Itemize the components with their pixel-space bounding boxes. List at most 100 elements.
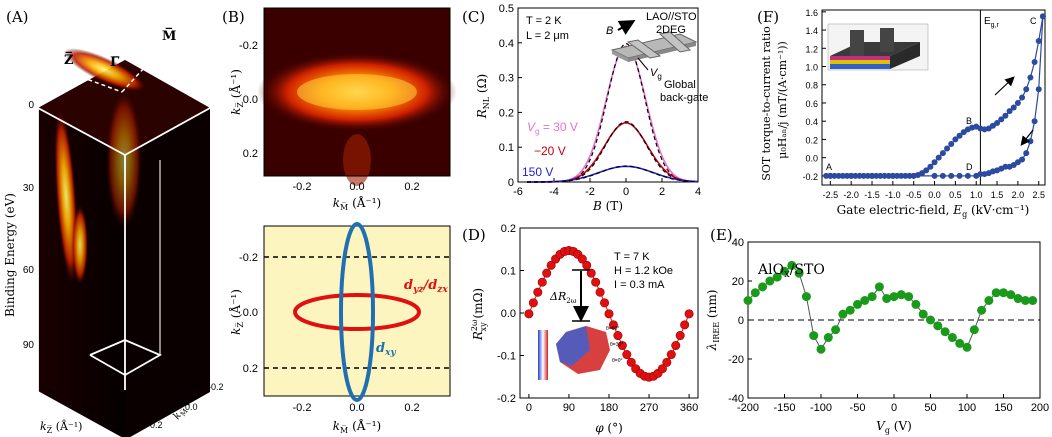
- x-tick-label: 0: [526, 402, 532, 414]
- data-point: [595, 287, 605, 297]
- c-device-inset: B Vg LAO//STO 2DEG Global back-gate: [606, 11, 708, 104]
- d-xlabel: φ (°): [595, 421, 623, 435]
- data-point: [546, 260, 556, 270]
- data-point: [1039, 13, 1046, 20]
- data-point: [918, 309, 928, 319]
- data-point: [931, 172, 938, 179]
- inset-angle-label: θ=30°: [610, 342, 623, 348]
- data-point: [743, 296, 753, 305]
- data-point: [608, 320, 618, 330]
- inset-pillar-1: [850, 30, 864, 56]
- x-tick-label: 50: [924, 402, 936, 414]
- data-point: [823, 333, 833, 343]
- y-tick-label: -40: [728, 393, 744, 405]
- data-point: [1027, 74, 1034, 81]
- y-tick-label: 0: [738, 315, 744, 327]
- y-tick-label: 1.4: [805, 26, 818, 36]
- inset-colorbar: [538, 330, 548, 380]
- c-xlabel: B (T): [592, 199, 623, 213]
- y-tick-label: 0.4: [805, 117, 818, 127]
- b-top-ylabel: kZ̅ (Å⁻¹): [228, 69, 245, 115]
- panel-label-d: (D): [462, 226, 486, 244]
- a-km-tick: 0.2: [150, 420, 163, 430]
- fermi-schematic: [263, 225, 451, 397]
- x-tick-label: 100: [958, 402, 976, 414]
- data-point: [617, 341, 627, 351]
- panel-label-e: (E): [710, 226, 733, 244]
- y-tick-label: 1.0: [805, 63, 818, 73]
- dxy-ellipse: [339, 222, 375, 402]
- x-tick-label: 2: [659, 186, 665, 198]
- y-tick-label: 0.2: [499, 107, 514, 119]
- x-tick-label: -2: [585, 186, 595, 198]
- data-point: [853, 299, 862, 309]
- x-tick-label: 4: [695, 186, 701, 198]
- data-point: [1023, 150, 1030, 157]
- data-point: [939, 150, 946, 157]
- inset-gate-2: back-gate: [660, 92, 708, 104]
- data-point: [999, 288, 1008, 298]
- a-ytick: 0: [28, 100, 34, 111]
- x-tick-label: 0.0: [928, 190, 941, 200]
- data-point: [848, 172, 855, 179]
- c-series-label-30v: Vg = 30 V: [527, 120, 578, 136]
- a-yticks: 0 30 60 90: [23, 100, 35, 351]
- data-point: [591, 277, 601, 287]
- y-tick-label: 20: [732, 276, 744, 288]
- data-point: [910, 172, 917, 179]
- b-bot-yticks: -0.2 0.0 0.2: [239, 252, 258, 375]
- y-tick-label: -20: [728, 354, 744, 366]
- dashed-m-line: [121, 44, 166, 93]
- b-bot-xlabel: kM̅ (Å⁻¹): [333, 418, 382, 435]
- data-point: [750, 288, 760, 298]
- x-tick-label: 1.0: [970, 190, 983, 200]
- data-point: [524, 309, 534, 319]
- data-point: [889, 172, 896, 179]
- device-arm-2: [658, 31, 692, 53]
- y-tick-label: 40: [732, 237, 744, 249]
- y-tick-label: 0.2: [501, 223, 516, 235]
- x-tick-label: 150: [994, 402, 1012, 414]
- data-point: [586, 268, 596, 278]
- data-point: [962, 342, 972, 352]
- y-tick-label: 0.8: [805, 81, 818, 91]
- f-arrow-up: [994, 76, 1015, 96]
- inset-2deg: 2DEG: [656, 24, 686, 36]
- data-point: [940, 327, 950, 337]
- f-device-inset: [827, 23, 929, 71]
- data-point: [998, 116, 1005, 123]
- data-point: [604, 309, 614, 319]
- point-label-a: A: [826, 162, 832, 172]
- data-point: [1023, 86, 1030, 93]
- data-point: [582, 260, 592, 270]
- f-series: [823, 10, 1046, 185]
- data-point: [874, 282, 884, 292]
- panel-label-f: (F): [757, 8, 779, 26]
- x-tick-label: -2.0: [843, 190, 859, 200]
- data-point: [1013, 294, 1023, 304]
- data-point: [1031, 118, 1038, 125]
- point-label-d: D: [966, 162, 973, 172]
- panel-a: (A) Z̅ Γ̅ M̅ Binding Energy (eV) 0 30 6: [3, 8, 224, 437]
- f-arrow-down: [1020, 129, 1034, 146]
- data-point: [809, 331, 819, 341]
- data-point: [765, 276, 775, 286]
- c-series-label-m20v: −20 V: [534, 144, 566, 158]
- data-point: [577, 254, 587, 264]
- data-point: [626, 357, 636, 367]
- inset-material: LAO//STO: [646, 11, 697, 23]
- band-intensity-top: [63, 48, 147, 92]
- data-point: [533, 287, 543, 297]
- data-point: [867, 292, 877, 302]
- f-xlabel: Gate electric-field, Eg (kV·cm⁻¹): [837, 203, 1030, 219]
- y-tick-label: 0: [508, 177, 514, 189]
- data-point: [622, 350, 632, 360]
- data-point: [956, 132, 963, 139]
- e-xlabel: Vg (V): [876, 419, 912, 435]
- c-ticks: -6 -4 -2 0 2 4 0 0.1 0.2 0.3 0.4 0.5: [499, 3, 701, 198]
- d-ylabel: R2ωxy (mΩ): [470, 288, 488, 341]
- e-ylabel: λIREE (nm): [705, 290, 721, 352]
- data-point: [657, 364, 667, 374]
- arpes-frame: [263, 7, 451, 177]
